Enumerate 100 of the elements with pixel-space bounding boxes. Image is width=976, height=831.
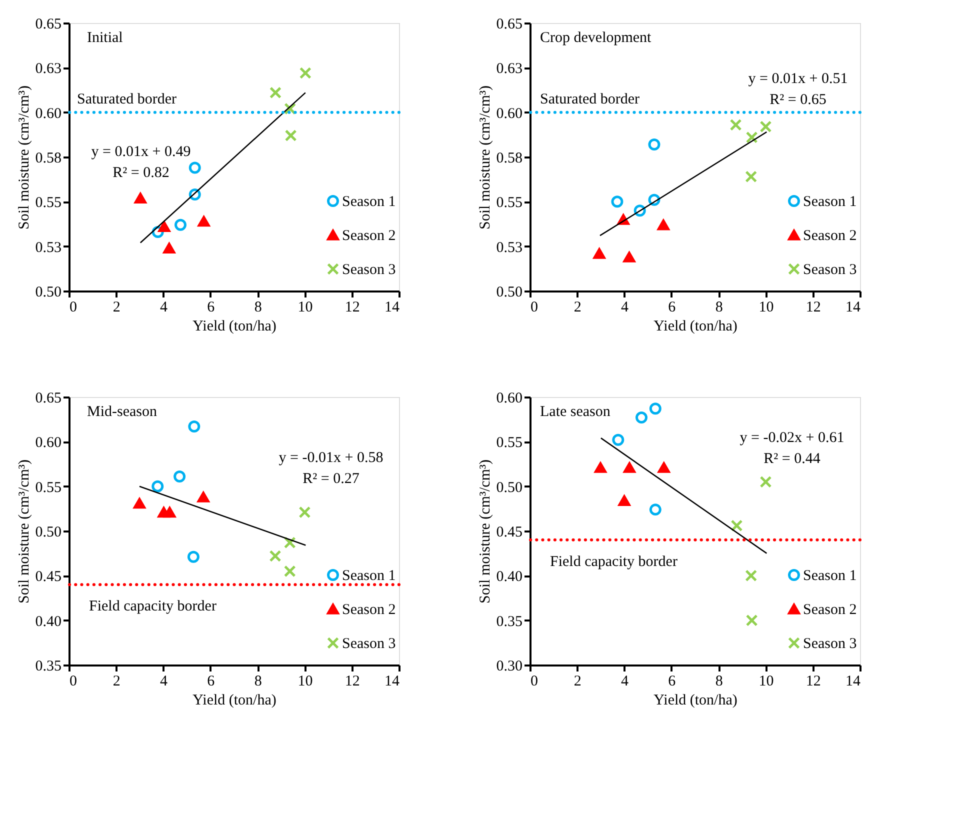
x-tick-label: 12 bbox=[344, 300, 360, 316]
point bbox=[133, 498, 146, 509]
y-tick-label: 0.55 bbox=[496, 195, 522, 212]
y-tick-label: 0.55 bbox=[35, 480, 62, 496]
point bbox=[649, 504, 662, 516]
point bbox=[188, 420, 200, 432]
ref-line-label: Saturated border bbox=[77, 91, 177, 108]
y-tick-label: 0.55 bbox=[496, 435, 522, 452]
point bbox=[269, 86, 282, 99]
point bbox=[163, 242, 176, 254]
annotation: y = 0.01x + 0.49 bbox=[91, 144, 191, 160]
legend-label: Season 3 bbox=[803, 636, 857, 652]
point bbox=[730, 118, 742, 131]
y-tick-label: 0.63 bbox=[35, 61, 62, 78]
annotation: R² = 0.65 bbox=[770, 92, 826, 108]
x-tick-label: 4 bbox=[160, 300, 168, 316]
x-tick-label: 10 bbox=[298, 674, 313, 690]
point bbox=[745, 570, 758, 582]
x-tick-label: 0 bbox=[70, 300, 77, 316]
x-tick-label: 14 bbox=[846, 674, 861, 690]
legend-label: Season 2 bbox=[803, 228, 857, 244]
point bbox=[648, 138, 660, 150]
y-tick-label: 0.45 bbox=[496, 524, 522, 540]
annotation: y = -0.01x + 0.58 bbox=[278, 450, 384, 466]
point bbox=[164, 506, 176, 518]
legend-label: Season 1 bbox=[803, 194, 857, 210]
x-tick-label: 4 bbox=[621, 674, 630, 690]
x-tick-label: 8 bbox=[715, 300, 723, 316]
y-tick-label: 0.53 bbox=[496, 240, 522, 256]
point bbox=[746, 614, 758, 626]
point bbox=[174, 218, 186, 231]
x-tick-label: 14 bbox=[846, 300, 861, 316]
point bbox=[174, 470, 186, 482]
x-tick-label: 6 bbox=[668, 674, 676, 690]
y-tick-label: 0.53 bbox=[35, 240, 62, 256]
point bbox=[618, 495, 630, 506]
point bbox=[636, 412, 648, 424]
point bbox=[649, 402, 662, 415]
y-tick-label: 0.40 bbox=[35, 614, 62, 630]
y-tick-label: 0.65 bbox=[496, 16, 522, 32]
y-axis-title: Soil moisture (cm³/cm³) bbox=[16, 460, 32, 604]
y-tick-label: 0.40 bbox=[496, 569, 522, 586]
x-tick-label: 12 bbox=[806, 300, 821, 316]
y-tick-label: 0.50 bbox=[496, 284, 522, 300]
x-tick-label: 6 bbox=[207, 674, 216, 690]
x-tick-label: 2 bbox=[574, 300, 582, 316]
point bbox=[594, 462, 606, 473]
point bbox=[284, 565, 296, 578]
point bbox=[593, 248, 606, 259]
point bbox=[746, 131, 758, 144]
annotation: R² = 0.27 bbox=[302, 471, 360, 487]
y-tick-label: 0.58 bbox=[35, 150, 62, 166]
annotation: Initial bbox=[87, 30, 123, 46]
point bbox=[188, 162, 201, 174]
legend-label: Season 3 bbox=[342, 636, 396, 652]
point bbox=[760, 120, 772, 133]
y-tick-label: 0.65 bbox=[35, 390, 62, 406]
x-tick-label: 10 bbox=[758, 300, 774, 316]
x-axis-title: Yield (ton/ha) bbox=[654, 692, 738, 708]
y-axis-title: Soil moisture (cm³/cm³) bbox=[477, 86, 494, 230]
y-axis-title: Soil moisture (cm³/cm³) bbox=[16, 86, 32, 230]
legend-label: Season 1 bbox=[342, 568, 396, 584]
y-tick-label: 0.55 bbox=[35, 195, 62, 212]
y-tick-label: 0.63 bbox=[496, 61, 522, 78]
legend-label: Season 3 bbox=[803, 262, 857, 278]
x-tick-label: 8 bbox=[715, 674, 723, 690]
point bbox=[745, 170, 758, 183]
x-axis-title: Yield (ton/ha) bbox=[654, 318, 738, 334]
y-tick-label: 0.35 bbox=[496, 614, 522, 630]
annotation: Mid-season bbox=[87, 404, 158, 420]
point bbox=[623, 462, 636, 473]
annotation: Late season bbox=[540, 404, 611, 420]
y-tick-label: 0.45 bbox=[35, 569, 62, 586]
point bbox=[299, 67, 312, 80]
x-tick-label: 2 bbox=[112, 674, 120, 690]
y-tick-label: 0.50 bbox=[496, 480, 522, 496]
point bbox=[158, 221, 170, 232]
point bbox=[730, 520, 743, 532]
annotation: R² = 0.82 bbox=[112, 165, 170, 181]
annotation: R² = 0.44 bbox=[764, 451, 821, 467]
point bbox=[658, 462, 670, 473]
point bbox=[187, 550, 200, 563]
ref-line-label: Field capacity border bbox=[89, 598, 216, 615]
y-tick-label: 0.30 bbox=[496, 658, 522, 674]
legend-label: Season 2 bbox=[342, 228, 396, 244]
x-axis-title: Yield (ton/ha) bbox=[192, 318, 276, 334]
x-tick-label: 10 bbox=[758, 674, 774, 690]
x-tick-label: 2 bbox=[112, 300, 120, 316]
x-tick-label: 14 bbox=[384, 300, 400, 316]
x-tick-label: 0 bbox=[530, 674, 538, 690]
x-tick-label: 4 bbox=[160, 674, 168, 690]
legend-label: Season 2 bbox=[342, 602, 396, 618]
legend-label: Season 1 bbox=[342, 194, 396, 210]
y-tick-label: 0.60 bbox=[35, 106, 62, 122]
point bbox=[198, 216, 210, 227]
ref-line-label: Saturated border bbox=[540, 91, 640, 108]
point bbox=[623, 252, 636, 262]
point bbox=[269, 550, 282, 562]
point bbox=[611, 196, 624, 208]
x-tick-label: 2 bbox=[574, 674, 582, 690]
